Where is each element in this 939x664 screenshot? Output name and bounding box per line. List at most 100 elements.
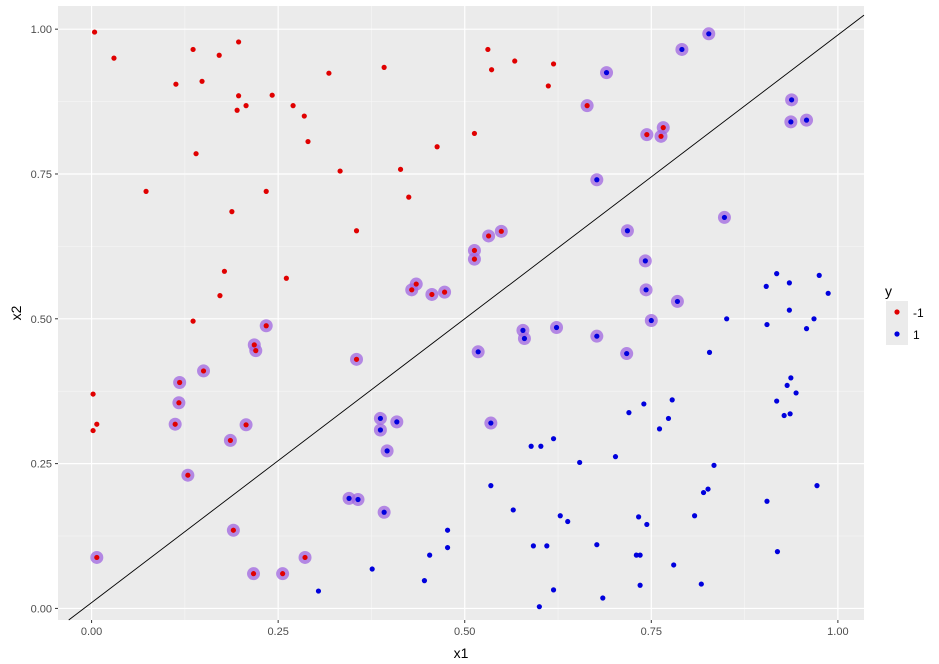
point-class-neg bbox=[227, 437, 233, 444]
point-class-neg bbox=[111, 55, 117, 61]
x-tick-label: 1.00 bbox=[827, 626, 848, 638]
point-class-pos bbox=[377, 415, 383, 422]
point-class-pos bbox=[814, 483, 820, 489]
point-class-pos bbox=[538, 443, 544, 449]
point-class-pos bbox=[475, 349, 481, 355]
point-class-pos bbox=[781, 412, 787, 419]
point-class-pos bbox=[520, 327, 526, 333]
point-class-pos bbox=[786, 307, 792, 313]
point-class-neg bbox=[221, 268, 228, 274]
point-class-neg bbox=[177, 379, 183, 386]
point-class-neg bbox=[94, 421, 100, 427]
point-class-pos bbox=[528, 443, 534, 449]
y-tick-label: 0.75 bbox=[31, 169, 52, 181]
point-class-pos bbox=[793, 390, 799, 396]
point-class-neg bbox=[326, 70, 332, 76]
point-class-neg bbox=[185, 472, 191, 478]
point-class-neg bbox=[644, 131, 650, 138]
point-class-pos bbox=[786, 280, 792, 286]
point-class-pos bbox=[803, 326, 810, 332]
point-class-pos bbox=[488, 483, 494, 489]
point-class-neg bbox=[94, 554, 100, 561]
point-class-pos bbox=[427, 552, 433, 558]
point-class-pos bbox=[544, 543, 550, 549]
point-class-neg bbox=[172, 421, 178, 427]
point-class-neg bbox=[216, 52, 222, 58]
point-class-neg bbox=[253, 348, 259, 354]
point-class-pos bbox=[803, 117, 810, 123]
point-class-pos bbox=[789, 97, 795, 103]
point-class-neg bbox=[353, 356, 360, 362]
y-tick-label: 0.50 bbox=[31, 314, 52, 326]
point-class-pos bbox=[624, 228, 631, 234]
point-class-neg bbox=[658, 133, 664, 139]
point-class-pos bbox=[706, 349, 713, 355]
legend-dot-pos bbox=[894, 331, 900, 337]
point-class-neg bbox=[290, 103, 296, 109]
point-class-neg bbox=[301, 113, 307, 119]
point-class-pos bbox=[594, 542, 600, 548]
point-class-neg bbox=[550, 61, 557, 67]
x-tick-label: 0.25 bbox=[267, 626, 288, 638]
point-class-neg bbox=[660, 125, 666, 131]
points-layer bbox=[90, 29, 831, 610]
point-class-pos bbox=[774, 271, 780, 277]
point-class-neg bbox=[353, 228, 360, 234]
point-class-neg bbox=[471, 247, 478, 254]
point-class-pos bbox=[648, 317, 654, 324]
point-class-neg bbox=[441, 289, 448, 295]
x-tick-label: 0.75 bbox=[641, 626, 662, 638]
point-class-pos bbox=[674, 298, 681, 305]
point-class-neg bbox=[251, 342, 257, 348]
point-class-pos bbox=[642, 258, 648, 264]
point-class-pos bbox=[811, 316, 817, 322]
point-class-pos bbox=[346, 495, 352, 501]
point-class-neg bbox=[409, 287, 415, 293]
point-class-pos bbox=[637, 582, 643, 588]
point-class-neg bbox=[90, 427, 96, 434]
point-class-neg bbox=[90, 391, 96, 397]
point-class-pos bbox=[691, 513, 698, 519]
point-class-neg bbox=[263, 323, 269, 329]
point-class-neg bbox=[190, 46, 196, 53]
point-class-pos bbox=[774, 549, 781, 555]
point-class-neg bbox=[263, 188, 269, 194]
x-axis-ticks: 0.00 0.25 0.50 0.75 1.00 bbox=[81, 620, 849, 638]
y-axis-title: x2 bbox=[8, 305, 24, 320]
point-class-neg bbox=[176, 400, 182, 406]
point-class-pos bbox=[764, 498, 770, 504]
point-class-pos bbox=[624, 350, 630, 357]
point-class-pos bbox=[816, 272, 822, 278]
point-class-neg bbox=[280, 571, 286, 577]
minor-gridlines bbox=[58, 6, 864, 620]
legend-label-neg: -1 bbox=[913, 306, 924, 320]
point-class-neg bbox=[217, 293, 223, 299]
y-tick-label: 0.25 bbox=[31, 459, 52, 471]
y-axis-ticks: 0.00 0.25 0.50 0.75 1.00 bbox=[31, 24, 58, 615]
point-class-pos bbox=[788, 375, 794, 381]
point-class-pos bbox=[784, 382, 790, 389]
x-tick-label: 0.00 bbox=[81, 626, 102, 638]
point-class-pos bbox=[700, 489, 707, 496]
point-class-pos bbox=[706, 31, 712, 37]
point-class-neg bbox=[283, 275, 289, 281]
major-gridlines bbox=[58, 6, 864, 620]
point-class-pos bbox=[565, 518, 571, 525]
point-class-pos bbox=[698, 581, 704, 587]
point-class-pos bbox=[641, 401, 647, 407]
point-class-pos bbox=[763, 283, 769, 289]
point-class-pos bbox=[510, 507, 516, 513]
point-class-neg bbox=[200, 368, 207, 374]
point-class-neg bbox=[173, 81, 179, 87]
point-class-pos bbox=[550, 436, 557, 442]
point-class-pos bbox=[633, 552, 639, 558]
legend-label-pos: 1 bbox=[913, 328, 920, 342]
point-class-neg bbox=[229, 209, 235, 215]
point-class-neg bbox=[486, 233, 492, 239]
point-class-neg bbox=[434, 144, 440, 150]
point-class-pos bbox=[825, 290, 831, 296]
point-class-neg bbox=[471, 256, 478, 262]
point-class-neg bbox=[512, 58, 518, 64]
point-class-pos bbox=[381, 509, 387, 515]
